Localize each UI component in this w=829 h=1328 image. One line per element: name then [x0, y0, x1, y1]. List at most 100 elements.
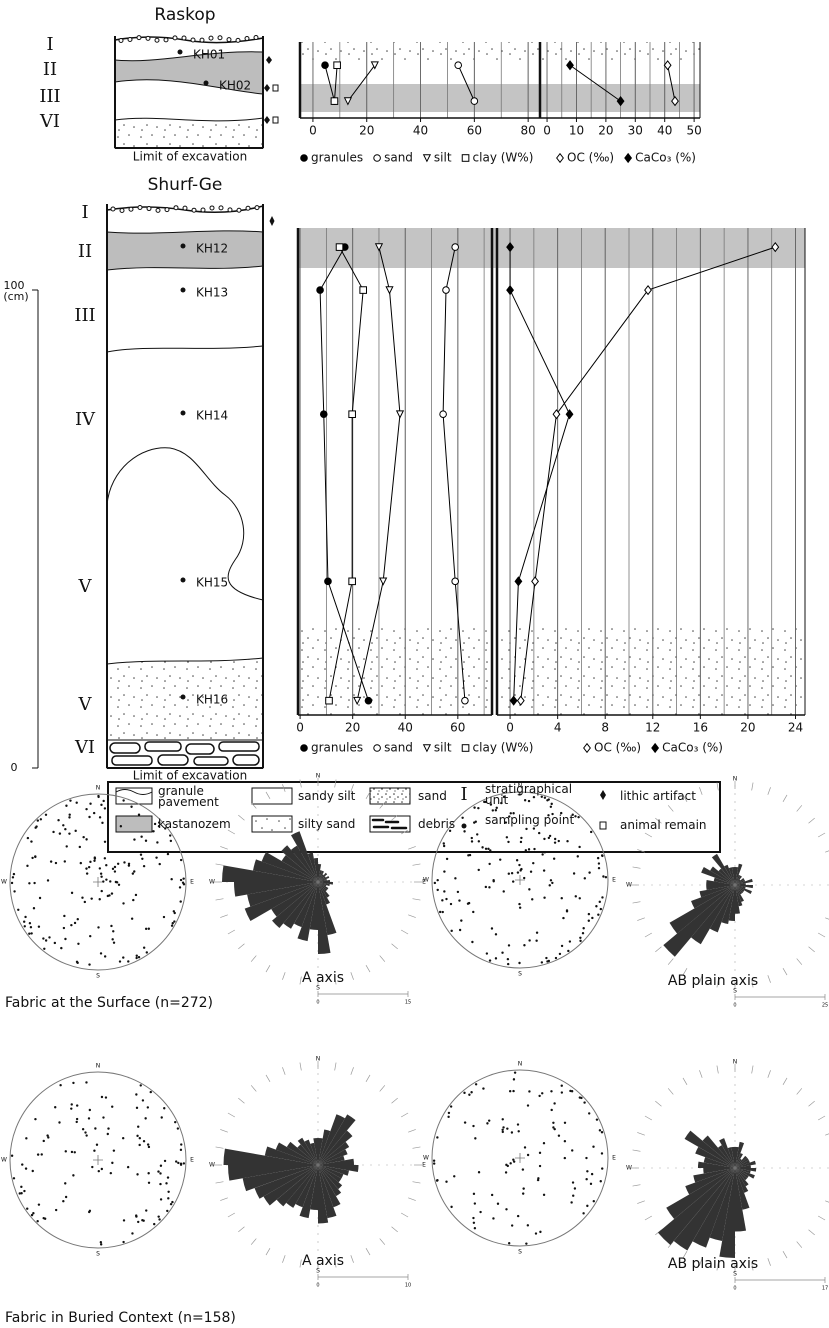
stereonet-point: [470, 1091, 473, 1094]
marker: [370, 61, 379, 70]
stereonet-point: [601, 896, 604, 899]
stereonet-point: [137, 813, 141, 816]
rose-petal: [223, 1148, 318, 1165]
rose-ring-tick: [265, 1074, 271, 1083]
rose-ring-tick: [299, 1259, 302, 1268]
swatch-debris: [369, 815, 411, 833]
stereonet-point: [484, 885, 488, 889]
stereonet-point: [116, 862, 120, 865]
rose-petal: [318, 870, 323, 882]
sample-label: KH13: [196, 286, 228, 300]
rose-ring-tick: [817, 832, 826, 838]
stereonet-point: [523, 1146, 527, 1149]
rose-ring-tick: [408, 1197, 416, 1201]
legend-label: sand: [418, 789, 447, 803]
rose-ring-tick: [265, 1247, 271, 1256]
stereonet-point: [72, 1174, 75, 1177]
legend-label: sand: [384, 741, 413, 755]
stereonet-point: [62, 926, 66, 930]
stereonet-point: [501, 951, 504, 954]
shurf-section: [106, 204, 275, 769]
swatch-sample: [461, 823, 467, 829]
stereonet-point: [502, 890, 505, 893]
stereonet-point: [113, 870, 117, 873]
stereonet-point: [175, 1160, 178, 1163]
stereonet-point: [64, 1195, 68, 1199]
stereonet-point: [595, 905, 598, 908]
stereonet-point: [26, 836, 30, 840]
stereonet-point: [48, 936, 51, 939]
compass-label: E: [612, 877, 616, 884]
granule: [191, 207, 197, 213]
profile-line: [569, 64, 621, 102]
stereonet-point: [75, 1104, 79, 1107]
stereonet-point: [163, 1107, 166, 1110]
stereonet-point: [510, 1131, 514, 1134]
section-base-label: Limit of excavation: [133, 769, 247, 783]
x-tick-label: 50: [686, 124, 701, 138]
lithic-symbol: [269, 216, 275, 226]
stereonet-point: [144, 839, 148, 842]
rose-petal: [692, 1168, 735, 1248]
stereonet-point: [58, 1121, 61, 1124]
granule: [164, 207, 170, 213]
granule: [236, 207, 242, 213]
stereonet: [9, 1071, 187, 1249]
rose-ring-tick: [667, 805, 674, 812]
stereonet-point: [441, 910, 444, 914]
marker: [461, 696, 469, 705]
stereonet-point: [159, 1182, 162, 1186]
rose-ring-tick: [808, 1229, 815, 1236]
rose-petal: [721, 885, 735, 924]
stereonet-point: [73, 1151, 76, 1154]
stereonet-point: [118, 960, 122, 963]
stereonet-point: [74, 829, 77, 833]
stereonet-point: [586, 1170, 589, 1173]
stereonet-point: [12, 872, 16, 876]
stereonet-point: [596, 856, 600, 860]
marker: [506, 284, 515, 296]
stereonet-point: [505, 1208, 508, 1211]
stereonet-point: [133, 870, 136, 873]
stereonet-point: [583, 1101, 586, 1104]
rose-petal: [735, 1168, 749, 1187]
stereonet-point: [548, 834, 552, 838]
rose-petal: [299, 1165, 318, 1219]
stereonet-point: [159, 1172, 162, 1175]
granule: [235, 37, 241, 43]
stereonet-point: [88, 1108, 92, 1112]
stereonet-point: [449, 902, 453, 906]
layer-silty-sand: [106, 657, 264, 741]
stereonet-point: [477, 806, 480, 810]
rose-petal: [318, 882, 337, 936]
rose-petal: [735, 867, 739, 885]
stereonet-point: [47, 1136, 50, 1139]
stereonet-point: [103, 955, 107, 958]
stereonet-point: [496, 1202, 500, 1205]
lithic-symbol: [264, 56, 272, 124]
legend-label: silt: [434, 151, 452, 165]
rose-petal: [271, 882, 318, 917]
stereonet-point: [512, 1160, 516, 1163]
granule: [128, 206, 134, 212]
stereonet-point: [473, 806, 476, 809]
stereonet-point: [109, 1171, 113, 1175]
stereonet-point: [507, 944, 511, 947]
layer-boundary: [106, 447, 264, 601]
sampling-point: [180, 243, 186, 249]
stereonet-point: [23, 1189, 26, 1193]
sample-label: KH12: [196, 242, 228, 256]
stereonet-point: [600, 1152, 604, 1155]
stereonet-point: [98, 867, 102, 870]
legend-label: lithic artifact: [620, 789, 696, 803]
rose-petal: [318, 882, 330, 898]
rose-ring-tick: [655, 1100, 662, 1107]
rose-ring-tick: [637, 849, 645, 853]
stereonet-point: [541, 853, 544, 856]
stereonet-point: [540, 795, 543, 799]
rose-petal: [318, 864, 322, 882]
granule: [218, 205, 224, 211]
stereonet-point: [64, 1182, 67, 1185]
stereonet-point: [105, 878, 108, 881]
rose-ring-tick: [699, 975, 703, 983]
